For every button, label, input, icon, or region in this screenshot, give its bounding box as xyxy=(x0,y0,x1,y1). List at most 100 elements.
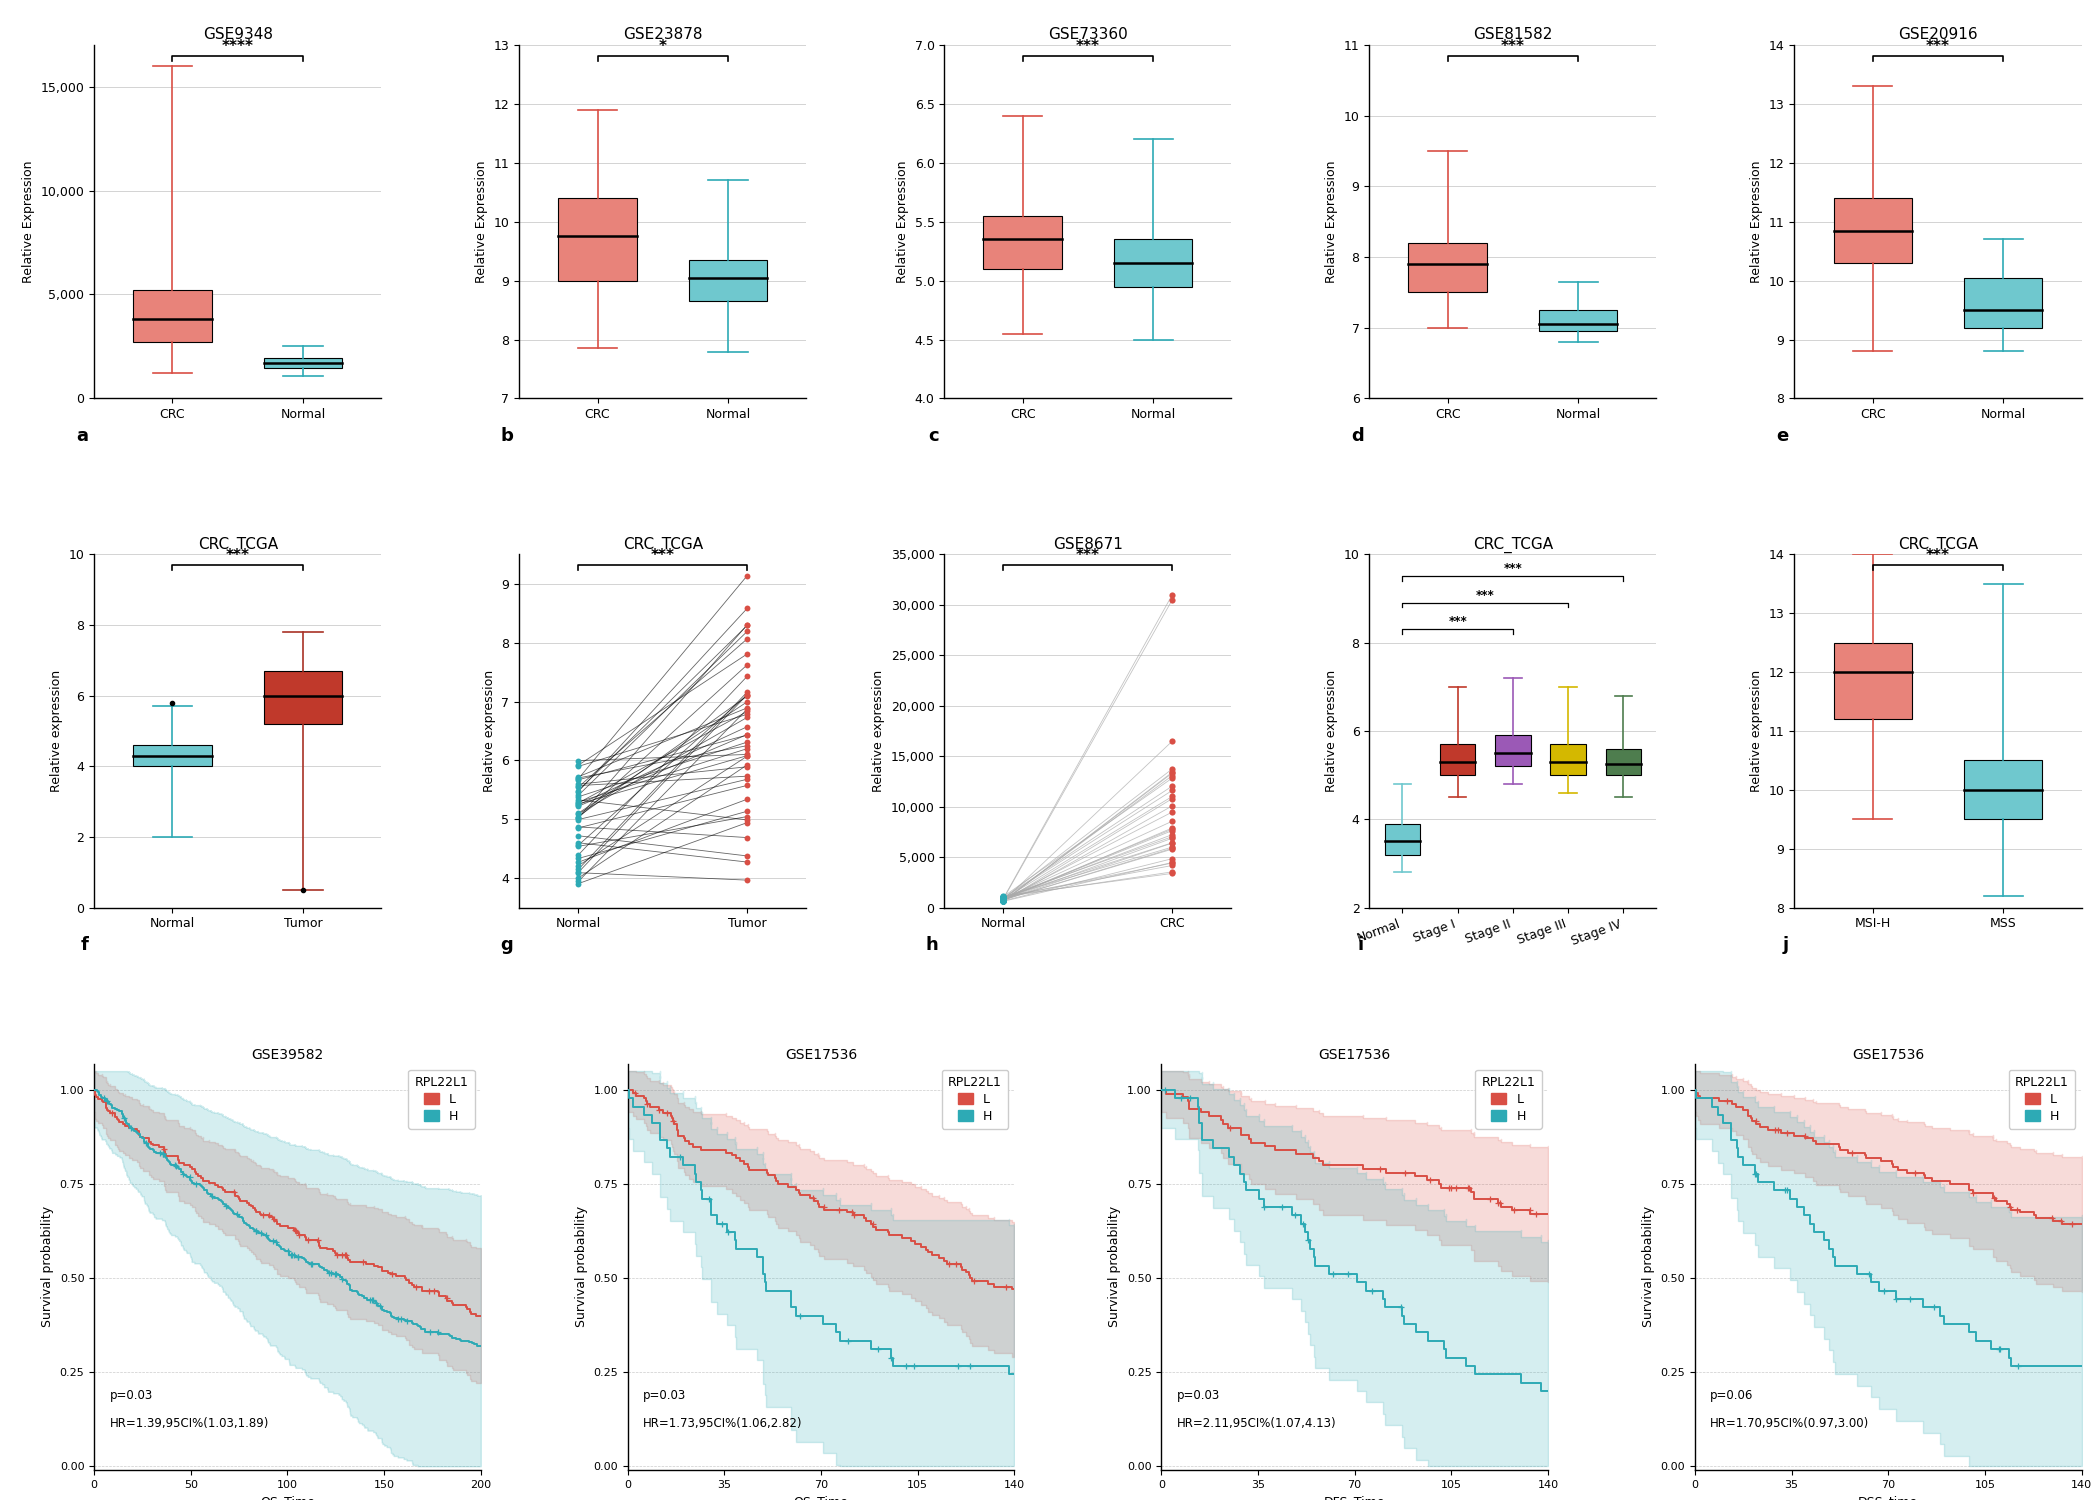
Point xyxy=(1155,846,1188,870)
Point xyxy=(730,774,764,798)
Point xyxy=(730,614,764,638)
Bar xyxy=(1607,748,1640,776)
Point xyxy=(1155,800,1188,824)
Y-axis label: Relative Expression: Relative Expression xyxy=(895,160,908,284)
Point xyxy=(730,764,764,788)
Point xyxy=(1155,825,1188,849)
Point xyxy=(561,824,594,848)
Point xyxy=(1155,853,1188,877)
Title: GSE81582: GSE81582 xyxy=(1473,27,1552,42)
Point xyxy=(561,865,594,889)
Point xyxy=(561,795,594,819)
Point xyxy=(561,833,594,856)
Point xyxy=(730,754,764,778)
Title: GSE9348: GSE9348 xyxy=(203,27,272,42)
Point xyxy=(1155,808,1188,832)
Point xyxy=(561,831,594,855)
Bar xyxy=(264,358,343,369)
Point xyxy=(561,748,594,772)
Text: i: i xyxy=(1358,936,1364,954)
Point xyxy=(730,804,764,828)
Point xyxy=(561,802,594,826)
Point xyxy=(730,696,764,720)
Point xyxy=(987,888,1021,912)
X-axis label: DSS_time: DSS_time xyxy=(1858,1496,1918,1500)
Y-axis label: Relative expression: Relative expression xyxy=(872,670,885,792)
Point xyxy=(561,861,594,885)
Title: GSE17536: GSE17536 xyxy=(1851,1048,1925,1062)
Bar xyxy=(983,216,1063,268)
Title: GSE23878: GSE23878 xyxy=(623,27,703,42)
Text: ***: *** xyxy=(226,548,249,562)
Point xyxy=(987,886,1021,910)
Point xyxy=(987,886,1021,910)
Text: p=0.03: p=0.03 xyxy=(109,1389,153,1401)
Point xyxy=(987,886,1021,910)
Point xyxy=(561,766,594,790)
Point xyxy=(1155,836,1188,860)
Point xyxy=(987,885,1021,909)
Point xyxy=(730,684,764,708)
Bar xyxy=(559,198,636,280)
Point xyxy=(561,780,594,804)
Point xyxy=(561,790,594,814)
Legend: L, H: L, H xyxy=(2008,1070,2075,1130)
Bar xyxy=(1408,243,1487,292)
Point xyxy=(1155,827,1188,850)
Legend: L, H: L, H xyxy=(1475,1070,1542,1130)
Point xyxy=(1155,582,1188,606)
Point xyxy=(730,850,764,874)
Bar xyxy=(1833,642,1912,718)
Y-axis label: Survival probability: Survival probability xyxy=(42,1206,54,1328)
Text: b: b xyxy=(500,426,513,444)
Point xyxy=(730,868,764,892)
Point xyxy=(561,807,594,831)
Point xyxy=(561,778,594,802)
Point xyxy=(561,784,594,808)
Point xyxy=(987,886,1021,910)
Point xyxy=(730,612,764,636)
Point xyxy=(987,890,1021,914)
Point xyxy=(987,890,1021,914)
Point xyxy=(987,884,1021,908)
X-axis label: DFS_Time: DFS_Time xyxy=(1324,1496,1385,1500)
Point xyxy=(730,730,764,754)
Point xyxy=(1155,850,1188,874)
Y-axis label: Relative Expression: Relative Expression xyxy=(1751,160,1764,284)
Point xyxy=(730,800,764,824)
Text: ***: *** xyxy=(1475,590,1494,602)
Bar xyxy=(1540,310,1617,332)
Text: ***: *** xyxy=(1075,548,1100,562)
Title: CRC_TCGA: CRC_TCGA xyxy=(197,537,278,554)
Text: a: a xyxy=(77,426,88,444)
Point xyxy=(987,886,1021,910)
Point xyxy=(730,768,764,792)
Point xyxy=(1155,760,1188,784)
Y-axis label: Survival probability: Survival probability xyxy=(1109,1206,1121,1328)
Point xyxy=(561,853,594,877)
Point xyxy=(987,888,1021,912)
Point xyxy=(1155,729,1188,753)
Bar xyxy=(134,746,211,766)
Text: ***: *** xyxy=(1927,39,1950,54)
Point xyxy=(730,744,764,768)
Point xyxy=(561,843,594,867)
Point xyxy=(561,846,594,870)
X-axis label: OS_Time: OS_Time xyxy=(259,1496,316,1500)
Point xyxy=(1155,822,1188,846)
Point xyxy=(561,790,594,814)
Point xyxy=(561,753,594,777)
Point xyxy=(561,772,594,796)
Text: HR=1.70,95CI%(0.97,3.00): HR=1.70,95CI%(0.97,3.00) xyxy=(1711,1418,1870,1430)
Point xyxy=(1155,831,1188,855)
Point xyxy=(561,806,594,830)
Text: h: h xyxy=(927,936,939,954)
Bar xyxy=(1964,760,2042,819)
Text: ***: *** xyxy=(1504,562,1523,576)
Bar xyxy=(264,670,343,724)
Point xyxy=(561,806,594,830)
Legend: L, H: L, H xyxy=(408,1070,475,1130)
Point xyxy=(987,886,1021,910)
Text: p=0.03: p=0.03 xyxy=(642,1389,686,1401)
Text: *: * xyxy=(659,39,667,54)
